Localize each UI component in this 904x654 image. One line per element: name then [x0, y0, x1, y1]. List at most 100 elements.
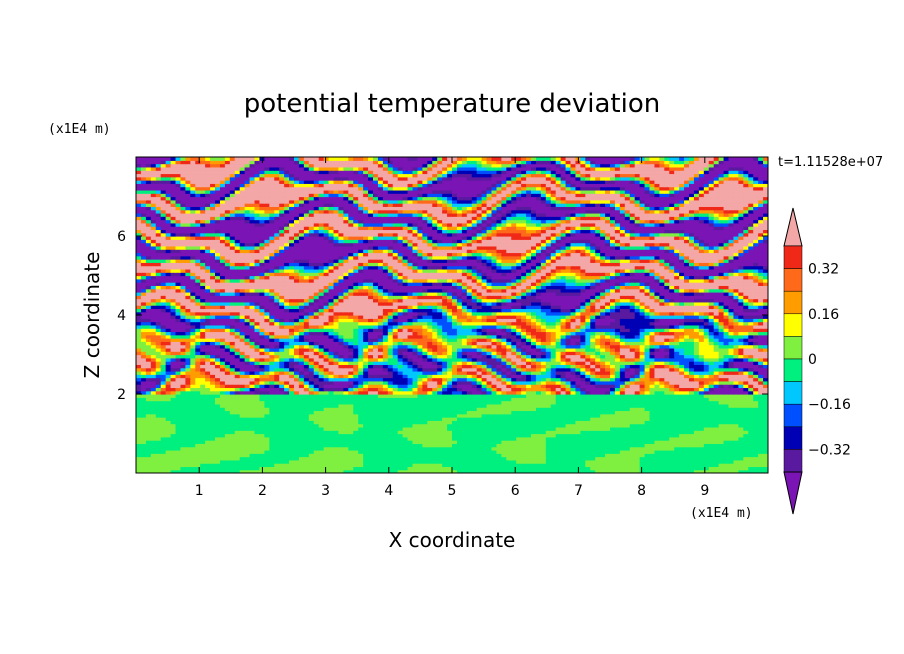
field-cell — [343, 440, 349, 444]
field-cell — [402, 453, 409, 458]
field-cell — [239, 446, 246, 451]
field-cell — [170, 459, 177, 464]
field-cell — [496, 466, 502, 471]
field-cell — [693, 459, 700, 464]
field-cell — [610, 459, 616, 464]
field-cell — [333, 443, 340, 448]
field-cell — [195, 449, 201, 454]
y-axis-unit: (x1E4 m) — [48, 122, 111, 137]
field-cell — [674, 449, 680, 454]
field-cell — [254, 463, 261, 468]
field-cell — [476, 459, 483, 464]
field-cell — [614, 446, 621, 451]
field-cell — [452, 449, 458, 454]
field-cell — [595, 449, 601, 454]
field-cell — [605, 463, 611, 468]
field-cell — [442, 469, 448, 473]
field-cell — [368, 446, 374, 451]
field-cell — [195, 469, 201, 473]
field-cell — [634, 449, 641, 454]
field-cell — [303, 463, 310, 468]
field-cell — [644, 449, 651, 454]
field-cell — [550, 449, 557, 454]
field-cell — [259, 446, 265, 451]
field-cell — [550, 463, 557, 468]
field-cell — [521, 459, 527, 464]
field-cell — [738, 443, 744, 448]
field-cell — [723, 453, 730, 458]
field-cell — [328, 449, 335, 454]
field-cell — [180, 456, 186, 461]
field-cell — [461, 459, 468, 464]
field-cell — [738, 463, 744, 468]
field-cell — [348, 466, 354, 471]
field-cell — [674, 446, 680, 451]
field-cell — [200, 463, 206, 468]
field-cell — [476, 453, 483, 458]
field-cell — [758, 459, 764, 464]
field-cell — [496, 453, 502, 458]
field-cell — [308, 456, 315, 461]
field-cell — [540, 449, 547, 454]
field-cell — [136, 469, 142, 473]
field-cell — [555, 453, 562, 458]
field-cell — [382, 466, 389, 471]
field-cell — [526, 453, 532, 458]
field-cell — [565, 469, 572, 473]
field-cell — [649, 449, 656, 454]
field-cell — [531, 469, 537, 473]
field-cell — [595, 456, 601, 461]
field-cell — [654, 469, 660, 473]
field-cell — [461, 469, 468, 473]
field-cell — [195, 453, 201, 458]
field-cell — [540, 463, 547, 468]
field-cell — [614, 459, 621, 464]
field-cell — [432, 443, 438, 448]
field-cell — [244, 459, 251, 464]
field-cell — [674, 466, 680, 471]
field-cell — [738, 446, 744, 451]
field-cell — [392, 459, 399, 464]
field-cell — [338, 459, 344, 464]
field-cell — [145, 469, 152, 473]
field-cell — [595, 466, 601, 471]
field-cell — [200, 443, 206, 448]
field-cell — [595, 443, 601, 448]
field-cell — [373, 459, 379, 464]
field-cell — [506, 459, 512, 464]
field-cell — [753, 466, 759, 471]
field-cell — [358, 453, 364, 458]
field-cell — [728, 466, 735, 471]
field-cell — [476, 469, 483, 473]
field-cell — [308, 453, 315, 458]
field-cell — [200, 449, 206, 454]
field-cell — [318, 466, 325, 471]
field-cell — [145, 446, 152, 451]
field-cell — [570, 456, 577, 461]
field-cell — [180, 449, 186, 454]
field-cell — [664, 466, 670, 471]
field-cell — [387, 449, 394, 454]
field-cell — [684, 459, 690, 464]
field-cell — [516, 456, 522, 461]
field-cell — [343, 453, 349, 458]
field-cell — [303, 456, 310, 461]
field-cell — [264, 459, 270, 464]
field-cell — [328, 463, 335, 468]
field-cell — [205, 466, 211, 471]
field-cell — [229, 443, 236, 448]
field-cell — [402, 449, 409, 454]
field-cell — [412, 446, 419, 451]
field-cell — [269, 469, 275, 473]
field-cell — [210, 459, 216, 464]
field-cell — [294, 459, 300, 464]
field-cell — [205, 446, 211, 451]
field-cell — [698, 469, 705, 473]
field-cell — [560, 463, 567, 468]
field-cell — [284, 443, 290, 448]
field-cell — [600, 453, 606, 458]
field-cell — [654, 456, 660, 461]
field-cell — [363, 446, 369, 451]
field-cell — [348, 449, 354, 454]
field-cell — [412, 453, 419, 458]
